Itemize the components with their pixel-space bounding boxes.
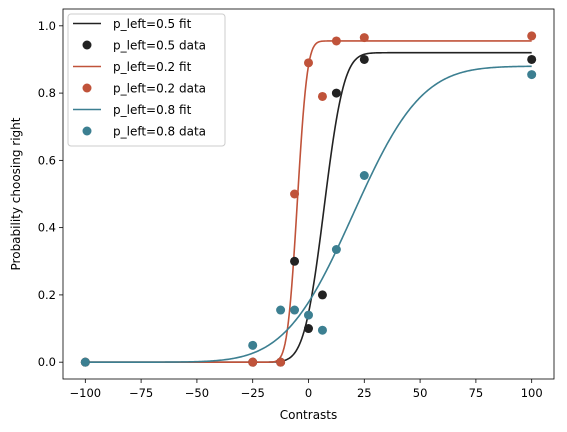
data-point-series-2 xyxy=(317,325,327,335)
data-point-series-0 xyxy=(527,54,537,64)
data-point-series-2 xyxy=(331,245,341,254)
x-tick-label: 75 xyxy=(469,386,484,400)
legend-data-label: p_left=0.8 data xyxy=(113,125,206,139)
x-tick-label: −75 xyxy=(129,386,153,400)
legend-frame xyxy=(67,13,226,147)
x-tick-label: 25 xyxy=(357,386,372,400)
legend-data-label: p_left=0.2 data xyxy=(113,82,206,96)
x-axis-ticks: −100 −75 −50 −25 0 25 50 75 100 xyxy=(70,379,543,400)
x-tick-label: −25 xyxy=(241,386,265,400)
legend-data-label: p_left=0.5 data xyxy=(113,39,206,53)
data-point-series-1 xyxy=(359,33,369,43)
data-point-series-1 xyxy=(276,357,286,367)
legend-data-marker xyxy=(82,40,92,50)
y-axis-label: Probability choosing right xyxy=(9,117,23,270)
data-points xyxy=(80,31,537,367)
legend-data-marker xyxy=(82,83,92,93)
y-tick-label: 0.6 xyxy=(38,153,56,167)
data-point-series-2 xyxy=(248,340,258,350)
legend-data-marker xyxy=(82,126,92,136)
fit-curve-series-2 xyxy=(85,65,532,363)
x-tick-label: 0 xyxy=(305,386,312,400)
data-point-series-2 xyxy=(276,305,286,315)
data-point-series-0 xyxy=(290,256,300,266)
legend-fit-label: p_left=0.2 fit xyxy=(113,60,192,74)
data-point-series-1 xyxy=(317,91,327,101)
x-tick-label: −100 xyxy=(70,386,102,400)
data-point-series-1 xyxy=(331,36,341,46)
data-point-series-2 xyxy=(527,70,537,80)
data-point-series-2 xyxy=(359,171,369,180)
y-tick-label: 0.2 xyxy=(38,288,56,302)
x-tick-label: 50 xyxy=(413,386,428,400)
data-point-series-0 xyxy=(317,290,327,300)
y-tick-label: 0.8 xyxy=(38,86,56,100)
x-tick-label: −50 xyxy=(185,386,209,400)
data-point-series-0 xyxy=(331,88,341,98)
y-axis-ticks: 0.0 0.2 0.4 0.6 0.8 1.0 xyxy=(38,19,63,369)
y-tick-label: 1.0 xyxy=(38,19,56,33)
data-point-series-1 xyxy=(248,357,258,367)
data-point-series-0 xyxy=(359,54,369,64)
data-point-series-1 xyxy=(527,31,537,41)
data-point-series-1 xyxy=(304,58,313,68)
x-axis-label: Contrasts xyxy=(280,408,338,422)
data-point-series-2 xyxy=(80,357,90,367)
legend-fit-label: p_left=0.5 fit xyxy=(113,17,192,31)
data-point-series-2 xyxy=(290,305,300,315)
x-tick-label: 100 xyxy=(521,386,543,400)
y-tick-label: 0.0 xyxy=(38,355,56,369)
legend-fit-label: p_left=0.8 fit xyxy=(113,103,192,117)
legend: p_left=0.5 fit p_left=0.5 data p_left=0.2 … xyxy=(67,13,226,147)
y-tick-label: 0.4 xyxy=(38,221,56,235)
data-point-series-1 xyxy=(290,189,300,199)
data-point-series-2 xyxy=(304,310,313,320)
data-point-series-0 xyxy=(304,324,313,334)
